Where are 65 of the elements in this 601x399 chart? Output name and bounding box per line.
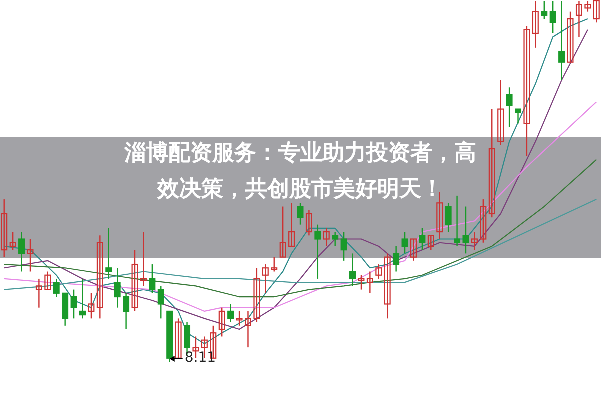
candlestick <box>340 231 348 262</box>
candlestick <box>1 198 8 258</box>
candlestick <box>218 307 226 338</box>
candlestick <box>70 289 78 320</box>
candlestick <box>393 246 400 272</box>
candlestick <box>132 249 138 312</box>
candlestick <box>524 26 530 157</box>
candlestick <box>36 278 42 308</box>
candlestick <box>297 202 304 226</box>
candlestick <box>550 0 556 34</box>
candlestick <box>428 235 434 251</box>
candlestick <box>158 286 164 320</box>
candlestick <box>323 228 330 248</box>
candlestick <box>314 224 322 280</box>
candlestick <box>454 195 461 248</box>
candlestick <box>123 292 130 330</box>
candlestick <box>106 228 112 280</box>
candlestick <box>44 271 52 290</box>
candlestick <box>402 231 408 254</box>
candlestick <box>149 264 156 294</box>
candlestick <box>584 0 592 12</box>
candlestick <box>498 80 504 146</box>
candlestick <box>358 274 365 290</box>
candlestick <box>262 264 269 294</box>
candlestick <box>366 271 374 294</box>
candlestick <box>18 231 26 272</box>
candlestick <box>488 108 496 218</box>
candlestick <box>288 202 296 248</box>
candlestick <box>271 256 278 272</box>
candlestick <box>140 231 147 287</box>
candlestick <box>593 0 600 24</box>
candlestick <box>27 238 34 272</box>
candlestick <box>376 264 382 280</box>
candlestick <box>541 0 548 20</box>
candlestick <box>436 192 444 240</box>
candlestick <box>79 278 86 320</box>
candlestick <box>306 210 312 236</box>
candlestick <box>471 231 478 251</box>
candlestick <box>445 202 452 233</box>
candlestick <box>114 268 121 308</box>
candlestick <box>53 278 60 298</box>
candlestick <box>228 304 234 323</box>
candlestick <box>384 253 391 320</box>
candlestick <box>558 0 566 82</box>
candlestick <box>567 11 574 63</box>
candlestick <box>462 206 470 254</box>
candlestick <box>88 292 95 320</box>
candlestick <box>10 231 16 251</box>
candlestick <box>280 206 286 258</box>
candlestick <box>244 310 252 348</box>
candlestick <box>332 231 339 248</box>
candlestick <box>480 198 487 244</box>
candlestick <box>515 108 522 124</box>
candlestick <box>175 318 182 359</box>
candlestick <box>576 0 582 38</box>
candlestick <box>532 0 539 49</box>
text: 淄博配资服务：专业助力投资者，高效决策，共创股市美好明天！ <box>124 140 476 202</box>
candlestick <box>419 228 426 251</box>
candlestick <box>410 238 417 262</box>
candlestick <box>236 310 243 326</box>
candlestick <box>254 268 260 323</box>
candlestick <box>506 87 513 128</box>
candlestick <box>96 235 104 320</box>
candlestick <box>350 253 356 287</box>
annotation: 8.11 <box>184 350 216 366</box>
